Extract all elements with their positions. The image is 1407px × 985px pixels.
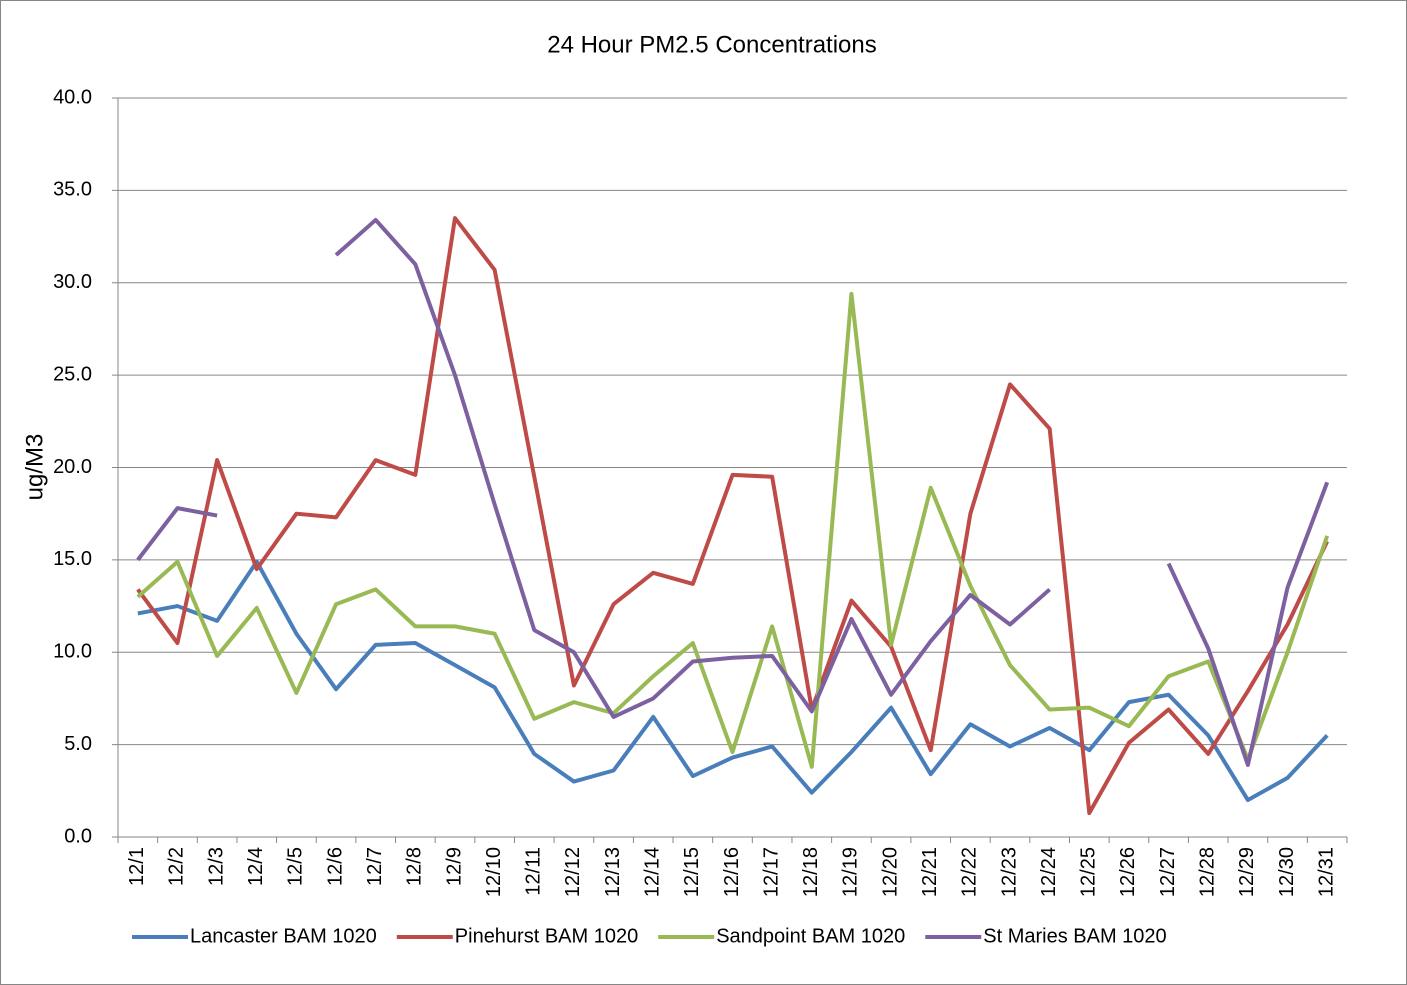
x-tick-label: 12/28: [1197, 847, 1219, 897]
x-tick-label: 12/18: [800, 847, 822, 897]
legend-label: Lancaster BAM 1020: [190, 925, 377, 947]
legend-label: Pinehurst BAM 1020: [455, 925, 638, 947]
x-tick-label: 12/25: [1078, 847, 1100, 897]
x-tick-label: 12/11: [523, 847, 545, 896]
y-tick-label: 25.0: [53, 363, 92, 385]
x-tick-label: 12/2: [166, 847, 188, 886]
x-tick-label: 12/12: [562, 847, 584, 897]
x-tick-label: 12/6: [324, 847, 346, 886]
x-tick-label: 12/27: [1157, 847, 1179, 897]
y-tick-label: 30.0: [53, 271, 92, 293]
x-tick-label: 12/23: [998, 847, 1020, 897]
x-tick-label: 12/22: [959, 847, 981, 897]
x-tick-label: 12/10: [483, 847, 505, 897]
y-tick-label: 0.0: [64, 825, 92, 847]
x-tick-label: 12/30: [1276, 847, 1298, 897]
x-tick-label: 12/24: [1038, 847, 1060, 897]
y-tick-label: 10.0: [53, 641, 92, 663]
x-tick-label: 12/20: [879, 847, 901, 897]
y-axis-label: ug/M3: [21, 434, 48, 501]
x-tick-label: 12/8: [404, 847, 426, 886]
series-line: [136, 217, 1330, 767]
x-tick-label: 12/21: [919, 847, 941, 897]
x-tick-label: 12/31: [1315, 847, 1337, 897]
y-tick-label: 15.0: [53, 548, 92, 570]
x-tick-label: 12/7: [364, 847, 386, 886]
x-tick-label: 12/13: [602, 847, 624, 897]
x-tick-label: 12/26: [1117, 847, 1139, 897]
x-tick-label: 12/17: [760, 847, 782, 897]
x-tick-label: 12/5: [285, 847, 307, 886]
x-tick-label: 12/16: [721, 847, 743, 897]
series-line: [137, 559, 1329, 803]
x-tick-label: 12/14: [641, 847, 663, 897]
series-line: [136, 291, 1330, 769]
x-tick-label: 12/29: [1236, 847, 1258, 897]
x-tick-label: 12/9: [443, 847, 465, 886]
legend-label: St Maries BAM 1020: [983, 925, 1166, 947]
y-tick-label: 40.0: [53, 86, 92, 108]
x-tick-label: 12/1: [126, 847, 148, 886]
x-tick-label: 12/4: [245, 847, 267, 886]
x-tick-label: 12/3: [205, 847, 227, 886]
legend-label: Sandpoint BAM 1020: [716, 925, 905, 947]
y-tick-label: 35.0: [53, 179, 92, 201]
y-tick-label: 5.0: [64, 733, 92, 755]
y-tick-label: 20.0: [53, 456, 92, 478]
x-tick-label: 12/19: [840, 847, 862, 897]
x-tick-label: 12/15: [681, 847, 703, 897]
chart-title: 24 Hour PM2.5 Concentrations: [547, 31, 877, 58]
series-line: [136, 216, 1329, 815]
